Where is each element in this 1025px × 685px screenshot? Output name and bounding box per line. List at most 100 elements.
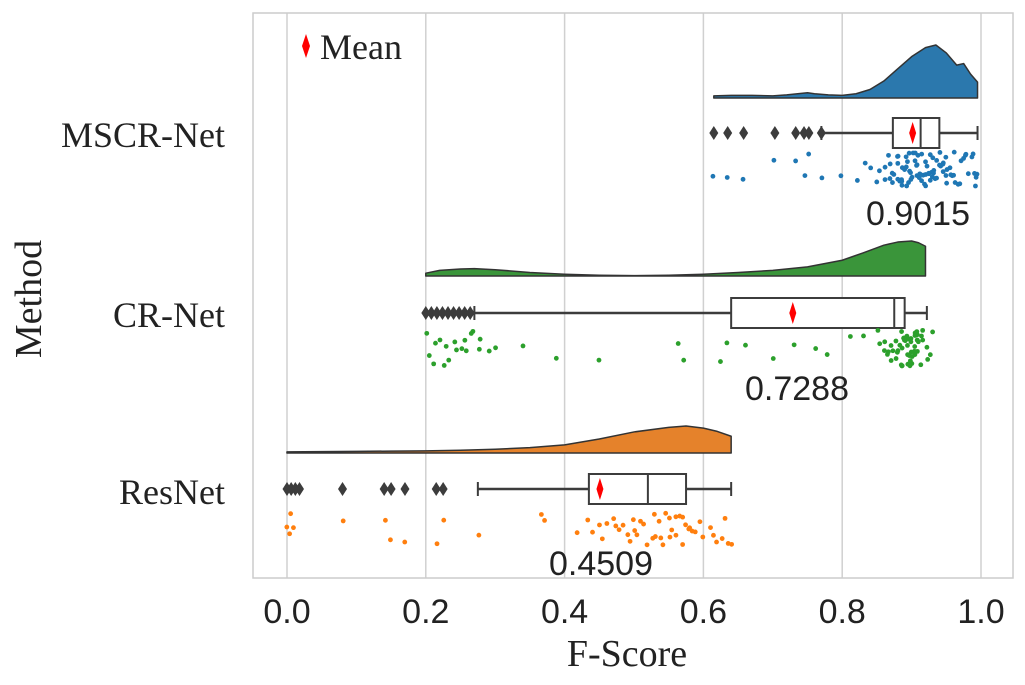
rain-point: [673, 532, 679, 538]
rain-point: [477, 336, 483, 342]
rain-point: [951, 149, 957, 155]
rain-point: [700, 534, 706, 540]
iqr-box: [730, 297, 906, 329]
rain-point: [719, 536, 725, 541]
rain-point: [972, 171, 977, 176]
rain-point: [669, 527, 675, 533]
rain-point: [463, 348, 469, 354]
rain-point: [877, 168, 882, 174]
rain-point: [722, 515, 728, 521]
rain-point: [441, 517, 447, 523]
rain-point: [680, 542, 686, 547]
outlier-marker: [438, 482, 448, 496]
rain-point: [927, 352, 933, 358]
outlier-marker: [709, 126, 719, 140]
rain-point: [920, 327, 926, 333]
rain-point: [652, 534, 658, 539]
rain-point: [934, 175, 939, 181]
rain-point: [890, 180, 895, 185]
rain-point: [660, 542, 666, 548]
rain-point: [813, 346, 819, 351]
rain-point: [895, 160, 901, 166]
rain-point: [875, 328, 881, 333]
series-layer: 0.9015 0.7288 0.4509: [282, 44, 980, 583]
rain-point: [692, 529, 698, 535]
outlier-marker: [791, 126, 801, 140]
rain-point: [340, 518, 346, 524]
rain-point: [899, 345, 905, 351]
rain-point: [890, 348, 896, 354]
iqr-box: [587, 473, 688, 505]
outlier-marker: [770, 126, 780, 140]
rain-point: [947, 165, 953, 171]
mean-annotation: 0.9015: [866, 195, 970, 233]
rain-point: [673, 514, 679, 520]
outlier-marker: [465, 306, 475, 320]
y-category-label: CR-Net: [113, 295, 225, 335]
rain-point: [906, 150, 912, 156]
rain-point: [907, 358, 913, 364]
rain-point: [914, 162, 919, 168]
rain-point: [613, 523, 619, 529]
rain-point: [476, 346, 482, 352]
mean-marker: [789, 302, 797, 324]
rain-point: [388, 537, 393, 543]
rain-point: [973, 183, 978, 189]
outlier-marker: [460, 306, 470, 320]
series-group: 0.4509: [282, 425, 735, 583]
rain-point: [729, 541, 735, 547]
rain-point: [632, 528, 638, 533]
x-tick-label: 0.0: [263, 593, 310, 631]
rain-point: [905, 343, 910, 348]
rain-point: [915, 152, 921, 158]
rain-point: [711, 532, 716, 538]
rain-point: [542, 517, 547, 523]
rain-point: [914, 348, 920, 354]
rain-point: [895, 153, 901, 159]
rain-point: [611, 516, 617, 522]
rain-point: [891, 172, 897, 177]
outlier-marker: [386, 482, 396, 496]
rain-point: [868, 165, 874, 171]
rain-point: [908, 339, 914, 345]
outlier-marker: [816, 126, 826, 140]
legend-label: Mean: [320, 27, 402, 67]
rain-point: [914, 332, 920, 338]
rain-point: [287, 531, 293, 537]
rain-point: [638, 518, 643, 524]
y-axis-label: Method: [8, 240, 50, 358]
rain-point: [459, 346, 465, 352]
rain-point: [948, 172, 954, 178]
rain-point: [957, 181, 963, 187]
rain-point: [597, 522, 602, 528]
y-category-label: ResNet: [119, 472, 225, 512]
rain-point: [743, 342, 748, 348]
rain-point: [882, 339, 888, 345]
rain-point: [940, 160, 946, 166]
rain-point: [930, 329, 936, 335]
rain-point: [940, 169, 946, 175]
outlier-marker: [421, 306, 431, 320]
rain-point: [908, 177, 914, 182]
rain-point: [882, 348, 887, 353]
outlier-marker: [431, 482, 441, 496]
rain-point: [770, 356, 776, 361]
rain-point: [806, 151, 812, 157]
series-group: 0.9015: [709, 44, 980, 233]
rain-point: [710, 173, 716, 179]
rain-point: [553, 355, 559, 361]
rain-point: [585, 517, 591, 523]
rain-point: [902, 337, 907, 343]
rain-point: [574, 530, 580, 536]
rain-point: [902, 167, 907, 173]
rain-point: [431, 361, 437, 367]
x-tick-label: 0.8: [819, 593, 866, 631]
rain-point: [724, 175, 730, 180]
rain-point: [838, 173, 844, 179]
rain-point: [686, 526, 692, 532]
legend-mean-marker: [302, 34, 310, 58]
rain-point: [944, 180, 950, 186]
rain-point: [919, 333, 924, 339]
rain-point: [437, 337, 443, 343]
